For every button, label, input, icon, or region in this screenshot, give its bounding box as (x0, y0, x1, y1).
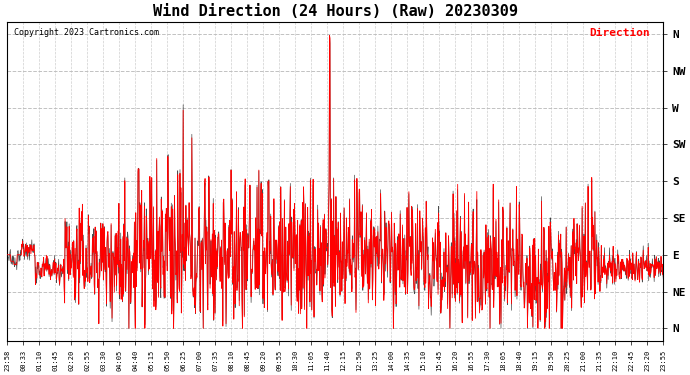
Text: Direction: Direction (589, 28, 650, 38)
Text: Copyright 2023 Cartronics.com: Copyright 2023 Cartronics.com (14, 28, 159, 37)
Title: Wind Direction (24 Hours) (Raw) 20230309: Wind Direction (24 Hours) (Raw) 20230309 (152, 4, 518, 19)
